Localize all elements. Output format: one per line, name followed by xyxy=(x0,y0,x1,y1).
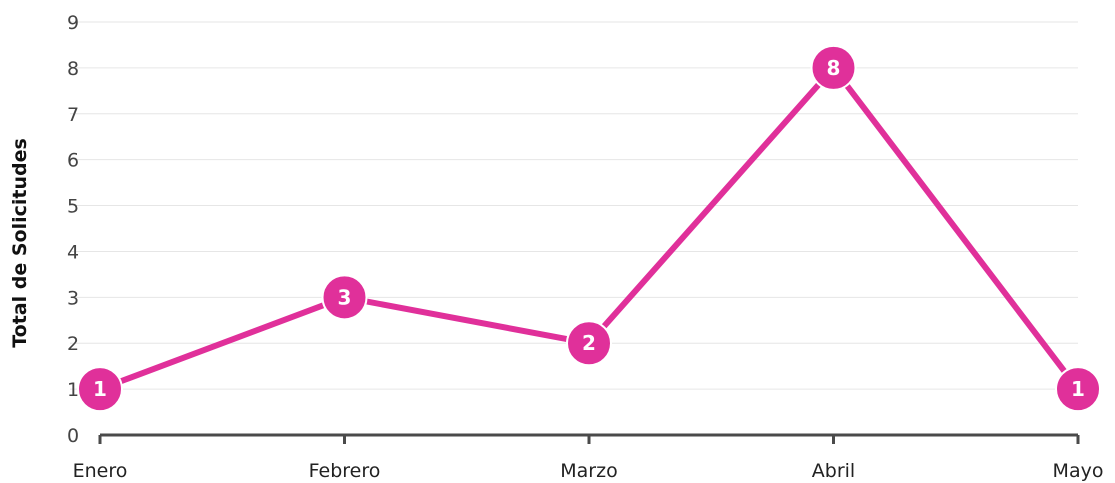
data-label: 2 xyxy=(582,331,596,355)
y-tick-label: 3 xyxy=(67,287,79,309)
x-tick-label: Mayo xyxy=(1053,460,1104,482)
data-point xyxy=(810,44,857,91)
data-label: 8 xyxy=(827,56,841,80)
y-tick-label: 2 xyxy=(67,333,79,355)
y-axis-tick-labels: 0 1 2 3 4 5 6 7 8 9 xyxy=(67,12,79,447)
data-label: 1 xyxy=(93,377,107,401)
y-tick-label: 5 xyxy=(67,196,79,218)
y-tick-label: 1 xyxy=(67,379,79,401)
x-tick-label: Abril xyxy=(812,460,855,482)
y-tick-label: 9 xyxy=(67,12,79,34)
y-tick-label: 0 xyxy=(67,425,79,447)
data-point xyxy=(566,320,612,367)
data-point xyxy=(1055,366,1101,413)
data-points: 1 3 2 8 1 xyxy=(77,44,1101,413)
y-tick-label: 8 xyxy=(67,58,79,80)
x-tick-label: Febrero xyxy=(309,460,381,482)
data-label: 1 xyxy=(1071,377,1085,401)
x-axis: Enero Febrero Marzo Abril Mayo xyxy=(73,433,1104,482)
y-tick-label: 4 xyxy=(67,241,79,263)
x-tick-label: Marzo xyxy=(560,460,617,482)
y-axis-label: Total de Solicitudes xyxy=(9,138,31,348)
data-point xyxy=(321,274,368,321)
x-tick-label: Enero xyxy=(73,460,128,482)
y-tick-label: 7 xyxy=(67,104,79,126)
gridlines xyxy=(70,21,1078,390)
y-tick-label: 6 xyxy=(67,150,79,172)
data-point xyxy=(77,366,123,413)
data-label: 3 xyxy=(338,285,352,309)
